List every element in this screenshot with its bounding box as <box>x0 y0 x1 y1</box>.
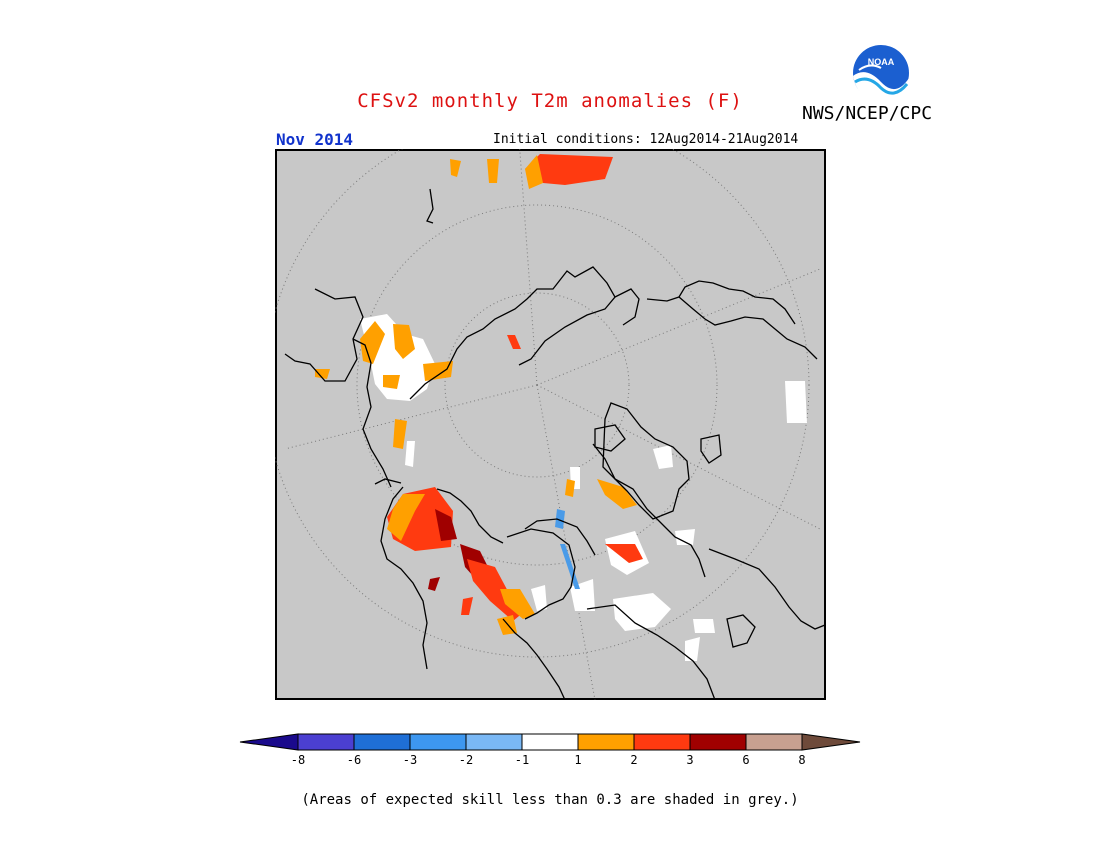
legend-swatch <box>465 733 523 751</box>
legend-swatch <box>633 733 691 751</box>
legend-swatch <box>409 733 467 751</box>
coastlines <box>284 188 826 700</box>
legend-swatches <box>239 733 861 751</box>
color-legend: -8 -6 -3 -2 -1 1 2 3 6 8 <box>239 733 861 767</box>
initial-conditions: Initial conditions: 12Aug2014-21Aug2014 <box>493 132 799 147</box>
legend-tick-label: 3 <box>686 753 693 767</box>
legend-tick-label: 2 <box>630 753 637 767</box>
map-frame <box>275 149 826 700</box>
legend-swatch <box>745 733 803 751</box>
polar-map <box>275 149 826 700</box>
legend-arrow-low <box>239 733 299 751</box>
legend-arrow-high <box>801 733 861 751</box>
legend-tick-label: 1 <box>574 753 581 767</box>
forecast-month: Nov 2014 <box>276 130 354 149</box>
noaa-logo-text: NOAA <box>868 57 895 67</box>
legend-tick-label: -3 <box>403 753 417 767</box>
legend-tick-label: -6 <box>347 753 361 767</box>
legend-swatch <box>353 733 411 751</box>
footnote: (Areas of expected skill less than 0.3 a… <box>301 792 799 808</box>
legend-labels: -8 -6 -3 -2 -1 1 2 3 6 8 <box>291 753 806 767</box>
agency-label: NWS/NCEP/CPC <box>802 103 933 124</box>
legend-tick-label: 8 <box>798 753 805 767</box>
legend-swatch <box>689 733 747 751</box>
legend-swatch <box>577 733 635 751</box>
legend-tick-label: -2 <box>459 753 473 767</box>
legend-tick-label: -1 <box>515 753 529 767</box>
chart-title: CFSv2 monthly T2m anomalies (F) <box>357 90 743 112</box>
legend-tick-label: 6 <box>742 753 749 767</box>
noaa-logo: NOAA <box>851 43 911 103</box>
legend-swatch <box>297 733 355 751</box>
legend-tick-label: -8 <box>291 753 305 767</box>
legend-swatch <box>521 733 579 751</box>
